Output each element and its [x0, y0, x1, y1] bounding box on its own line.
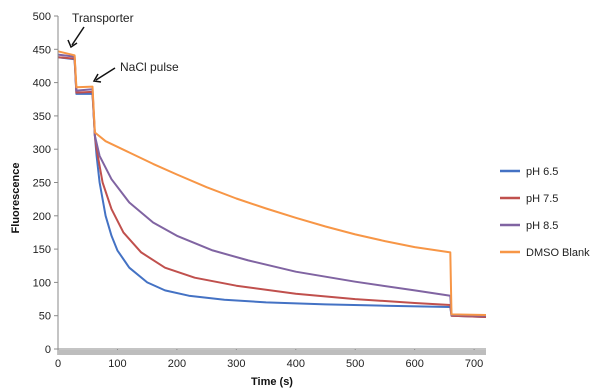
- series-line-1: [57, 56, 487, 318]
- x-axis-band: [58, 350, 486, 355]
- legend-label: pH 6.5: [526, 166, 558, 178]
- annotation-transporter: Transporter: [72, 11, 134, 25]
- x-axis-title: Time (s): [251, 376, 293, 388]
- legend: pH 6.5 pH 7.5 pH 8.5 DMSO Blank: [500, 166, 590, 259]
- y-tick-label: 250: [33, 178, 51, 190]
- x-tick-label: 500: [346, 358, 364, 370]
- x-tick-label: 400: [287, 358, 305, 370]
- legend-label: pH 8.5: [526, 220, 558, 232]
- y-tick-label: 0: [45, 344, 51, 356]
- y-tick-label: 300: [33, 144, 51, 156]
- legend-label: DMSO Blank: [526, 247, 590, 259]
- series-line-0: [57, 56, 487, 318]
- annotation-transporter-arrowhead: [67, 39, 78, 49]
- y-tick-label: 150: [33, 244, 51, 256]
- y-tick-label: 450: [33, 44, 51, 56]
- y-tick-label: 100: [33, 277, 51, 289]
- annotations: Transporter NaCl pulse: [67, 11, 179, 83]
- series-lines: [57, 50, 487, 318]
- annotation-nacl-arrowhead: [92, 73, 102, 83]
- x-tick-label: 200: [168, 358, 186, 370]
- y-tick-label: 350: [33, 111, 51, 123]
- y-axis-ticks: 0 50 100 150 200 250 300 350 400 450 500: [33, 11, 58, 356]
- y-axis-title: Fluorescence: [10, 163, 22, 234]
- series-line-3: [57, 50, 487, 316]
- y-tick-label: 50: [39, 311, 51, 323]
- y-tick-label: 500: [33, 11, 51, 23]
- legend-label: pH 7.5: [526, 193, 558, 205]
- y-tick-label: 200: [33, 211, 51, 223]
- annotation-transporter-arrow: [71, 26, 85, 46]
- annotation-nacl-pulse: NaCl pulse: [120, 60, 179, 74]
- x-tick-label: 700: [465, 358, 483, 370]
- annotation-nacl-arrow: [95, 67, 116, 81]
- y-tick-label: 400: [33, 78, 51, 90]
- series-line-2: [57, 53, 487, 317]
- x-tick-label: 600: [405, 358, 423, 370]
- x-tick-label: 300: [227, 358, 245, 370]
- x-tick-label: 100: [108, 358, 126, 370]
- x-tick-label: 0: [55, 358, 61, 370]
